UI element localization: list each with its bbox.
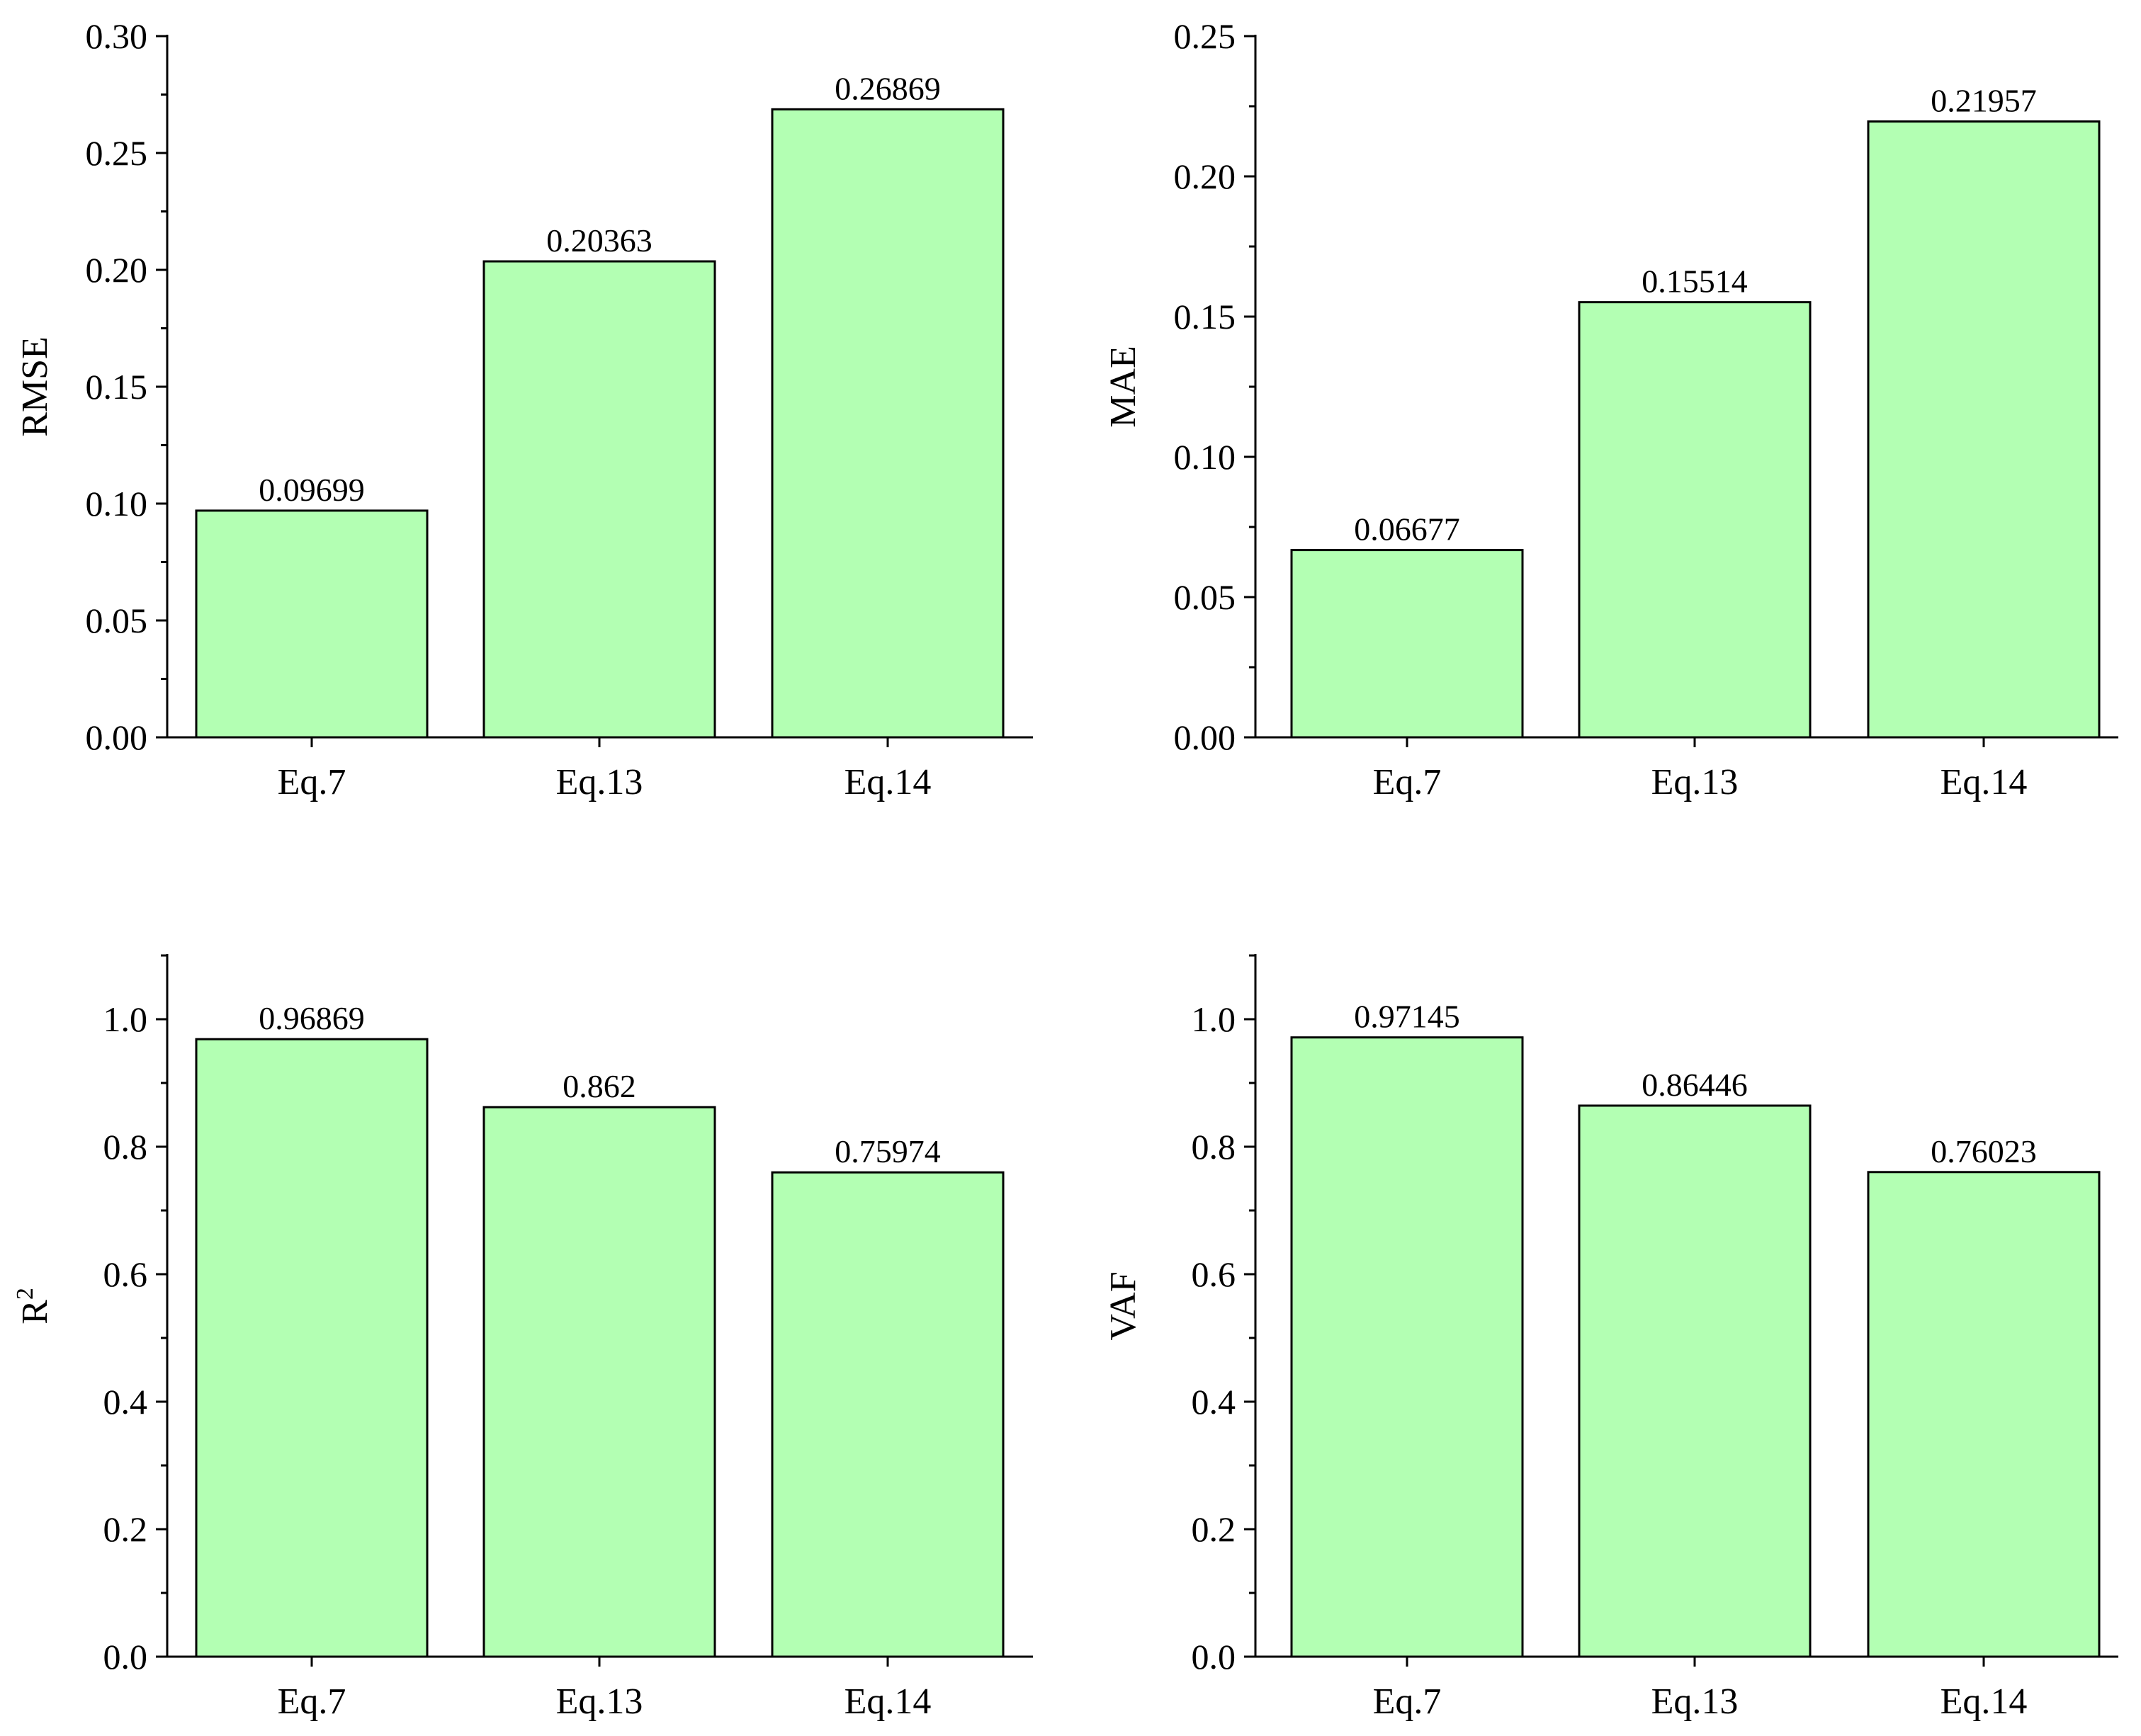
y-tick-label: 0.10: [1174, 437, 1236, 477]
y-tick-label: 0.2: [103, 1509, 148, 1549]
value-label: 0.15514: [1642, 263, 1748, 300]
y-tick-label: 0.20: [1174, 157, 1236, 196]
value-label: 0.76023: [1931, 1133, 2037, 1169]
y-tick-label: 1.0: [1192, 999, 1236, 1039]
x-tick-label: Eq.14: [1941, 1681, 2028, 1722]
x-tick-label: Eq.14: [844, 1681, 932, 1722]
bar-eq7: [1290, 1036, 1524, 1658]
y-tick-label: 0.0: [1192, 1637, 1236, 1677]
y-tick-label: 0.30: [86, 16, 148, 56]
value-label: 0.86446: [1642, 1067, 1748, 1103]
bar-eq13: [482, 1106, 716, 1658]
bar-eq7: [1290, 549, 1524, 739]
y-tick-label: 0.4: [1192, 1382, 1236, 1422]
y-tick-label: 0.10: [86, 484, 148, 523]
value-label: 0.97145: [1354, 999, 1460, 1035]
y-axis-label-superscript: 2: [12, 1288, 38, 1300]
chart-panel-vaf: 0.97145 Eq.7 0.86446 Eq.13 0.76023 Eq.14 0.0 0.…: [1103, 954, 2118, 1722]
y-tick-label: 0.6: [1192, 1254, 1236, 1294]
y-tick-label: 0.4: [103, 1382, 148, 1422]
y-tick-label: 0.15: [1174, 297, 1236, 336]
bar-eq14: [1867, 1171, 2101, 1658]
y-tick-label: 0.20: [86, 250, 148, 290]
y-tick-label: 0.6: [103, 1254, 148, 1294]
y-axis-label: MAE: [1103, 346, 1143, 428]
value-label: 0.96869: [259, 1000, 365, 1036]
y-tick-label: 0.00: [86, 717, 148, 757]
bar-eq13: [1578, 1104, 1812, 1658]
chart-panel-r2: 0.96869 Eq.7 0.862 Eq.13 0.75974 Eq.14 0.0 0.2 0…: [12, 954, 1033, 1722]
y-tick-label: 0.15: [86, 367, 148, 407]
chart-panel-mae: 0.06677 Eq.7 0.15514 Eq.13 0.21957 Eq.14 0.00 0…: [1103, 16, 2118, 802]
value-label: 0.06677: [1354, 511, 1460, 548]
y-axis-label-text: R: [15, 1300, 55, 1324]
x-tick-label: Eq.7: [1373, 762, 1442, 802]
y-tick-label: 0.25: [1174, 16, 1236, 56]
y-tick-label: 0.0: [103, 1637, 148, 1677]
x-tick-label: Eq.7: [278, 1681, 346, 1722]
y-tick-label: 0.2: [1192, 1509, 1236, 1549]
bar-eq14: [1867, 120, 2101, 739]
value-label: 0.26869: [835, 70, 941, 106]
y-tick-label: 1.0: [103, 999, 148, 1039]
x-tick-label: Eq.13: [1651, 1681, 1739, 1722]
bar-eq14: [771, 1171, 1005, 1658]
y-tick-label: 0.00: [1174, 717, 1236, 757]
value-label: 0.20363: [546, 222, 653, 259]
y-tick-label: 0.8: [103, 1127, 148, 1167]
value-label: 0.09699: [259, 472, 365, 508]
x-tick-label: Eq.13: [1651, 762, 1739, 802]
y-tick-label: 0.05: [86, 601, 148, 640]
x-tick-label: Eq.7: [278, 762, 346, 802]
y-axis-label-text: MAE: [1103, 346, 1143, 428]
x-tick-label: Eq.13: [556, 762, 643, 802]
y-axis-label-text: VAF: [1103, 1271, 1143, 1340]
x-tick-label: Eq.13: [556, 1681, 643, 1722]
y-tick-label: 0.05: [1174, 577, 1236, 617]
bar-eq13: [1578, 301, 1812, 739]
bar-eq13: [482, 260, 716, 739]
y-axis-label-text: RMSE: [15, 336, 55, 437]
bar-eq7: [195, 509, 429, 739]
bar-eq7: [195, 1038, 429, 1658]
y-axis-label: R2: [12, 1288, 55, 1324]
value-label: 0.75974: [835, 1133, 941, 1169]
y-tick-label: 0.8: [1192, 1127, 1236, 1167]
x-tick-label: Eq.14: [844, 762, 932, 802]
x-tick-label: Eq.14: [1941, 762, 2028, 802]
x-tick-label: Eq.7: [1373, 1681, 1442, 1722]
y-axis-label: RMSE: [15, 336, 55, 437]
chart-panel-rmse: 0.09699 Eq.7 0.20363 Eq.13 0.26869 Eq.14 0.00 0…: [15, 16, 1033, 802]
y-tick-label: 0.25: [86, 133, 148, 173]
value-label: 0.21957: [1931, 83, 2037, 119]
value-label: 0.862: [563, 1068, 636, 1104]
bar-eq14: [771, 108, 1005, 739]
y-axis-label: VAF: [1103, 1271, 1143, 1340]
